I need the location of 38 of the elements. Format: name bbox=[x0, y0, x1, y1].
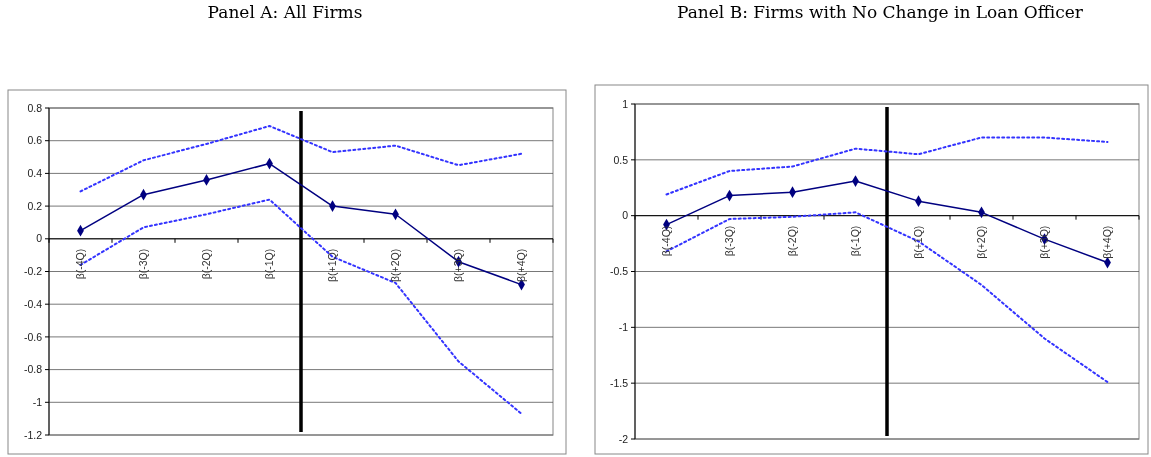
x-tick-label: β(+2Q) bbox=[975, 225, 988, 259]
y-tick-label: -1 bbox=[32, 395, 43, 408]
y-tick-label: 0.2 bbox=[27, 199, 43, 212]
x-tick-label: β(-1Q) bbox=[849, 225, 862, 257]
x-tick-label: β(+2Q) bbox=[389, 248, 402, 282]
y-tick-label: -1 bbox=[618, 321, 629, 334]
y-tick-label: -0.5 bbox=[609, 265, 629, 278]
x-tick-label: β(+1Q) bbox=[912, 225, 925, 259]
y-tick-label: -0.2 bbox=[23, 265, 43, 278]
x-tick-label: β(+3Q) bbox=[1038, 225, 1051, 259]
y-tick-label: -2 bbox=[618, 432, 629, 445]
chart-title: Panel A: All Firms bbox=[207, 2, 363, 22]
y-tick-label: 1 bbox=[622, 97, 629, 110]
line-series bbox=[79, 124, 523, 193]
x-tick-label: β(-3Q) bbox=[137, 248, 150, 280]
chart-title: Panel B: Firms with No Change in Loan Officer bbox=[677, 2, 1084, 22]
y-tick-label: 0.5 bbox=[613, 153, 629, 166]
y-tick-label: -0.6 bbox=[23, 330, 43, 343]
x-tick-label: β(+4Q) bbox=[1101, 225, 1114, 259]
y-tick-label: 0.6 bbox=[27, 134, 43, 147]
x-tick-label: β(-2Q) bbox=[200, 248, 213, 280]
y-tick-label: 0 bbox=[36, 232, 43, 245]
x-tick-label: β(-4Q) bbox=[74, 248, 87, 280]
line-series bbox=[665, 136, 1109, 196]
y-tick-label: -0.4 bbox=[23, 297, 43, 310]
x-tick-label: β(-3Q) bbox=[723, 225, 736, 257]
x-tick-label: β(+3Q) bbox=[452, 248, 465, 282]
x-tick-label: β(-2Q) bbox=[786, 225, 799, 257]
y-tick-label: -1.2 bbox=[23, 428, 43, 441]
y-tick-label: -0.8 bbox=[23, 363, 43, 376]
y-tick-label: 0.8 bbox=[27, 101, 43, 114]
y-tick-label: -1.5 bbox=[609, 376, 629, 389]
y-tick-label: 0 bbox=[622, 209, 629, 222]
x-tick-label: β(-1Q) bbox=[263, 248, 276, 280]
x-tick-label: β(+4Q) bbox=[515, 248, 528, 282]
x-tick-label: β(+1Q) bbox=[326, 248, 339, 282]
x-tick-label: β(-4Q) bbox=[660, 225, 673, 257]
y-tick-label: 0.4 bbox=[27, 167, 43, 180]
